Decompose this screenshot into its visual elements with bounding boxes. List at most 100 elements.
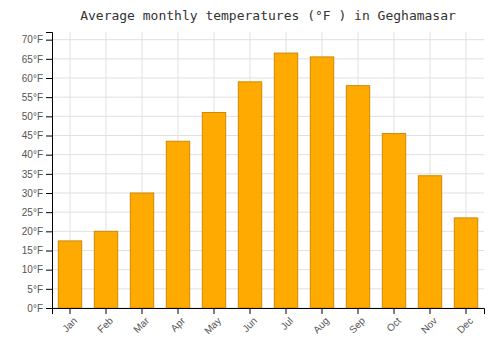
- tick-mark: [46, 174, 52, 175]
- tick: 70°F: [22, 34, 52, 45]
- tick-label: 35°F: [22, 169, 43, 180]
- tick-label: 55°F: [22, 92, 43, 103]
- tick-label: 65°F: [22, 54, 43, 65]
- tick-mark: [358, 308, 359, 314]
- bar: [58, 241, 81, 308]
- tick-label: Oct: [384, 315, 403, 334]
- x-axis: Jan Feb Mar Apr May Jun Jul Aug Sep Oct Nov Dec: [53, 308, 485, 336]
- tick-mark: [46, 40, 52, 41]
- tick-label: 20°F: [22, 226, 43, 237]
- tick-mark: [46, 308, 52, 309]
- grid-line-y: [52, 39, 484, 40]
- tick-mark: [46, 231, 52, 232]
- tick: Aug: [311, 308, 331, 335]
- tick-mark: [214, 308, 215, 314]
- tick-label: Feb: [95, 315, 115, 335]
- tick-label: Jan: [60, 315, 79, 334]
- bar: [454, 218, 477, 308]
- grid-line-y: [52, 116, 484, 117]
- tick: 0°F: [27, 303, 52, 314]
- grid-line-y: [52, 173, 484, 174]
- tick: May: [202, 308, 223, 336]
- grid-line-y: [52, 97, 484, 98]
- tick-label: Jul: [278, 315, 295, 332]
- tick-label: 10°F: [22, 264, 43, 275]
- bar: [382, 134, 405, 308]
- tick-mark: [46, 193, 52, 194]
- bar: [310, 57, 333, 308]
- tick-label: Dec: [455, 315, 475, 335]
- tick: Jun: [240, 308, 259, 334]
- tick-mark: [46, 155, 52, 156]
- tick-mark: [466, 308, 467, 314]
- grid: [52, 32, 484, 308]
- tick: 60°F: [22, 73, 52, 84]
- tick-mark: [106, 308, 107, 314]
- tick-mark: [46, 289, 52, 290]
- tick: 25°F: [22, 207, 52, 218]
- tick: 65°F: [22, 54, 52, 65]
- tick: Feb: [95, 308, 115, 335]
- tick: 5°F: [27, 284, 52, 295]
- tick-label: Mar: [131, 315, 151, 335]
- tick-label: 60°F: [22, 73, 43, 84]
- tick: Nov: [419, 308, 439, 335]
- tick-mark: [286, 308, 287, 314]
- tick-label: Sep: [347, 315, 368, 336]
- tick-label: 5°F: [27, 284, 43, 295]
- tick-label: Jun: [240, 315, 259, 334]
- tick: 35°F: [22, 169, 52, 180]
- tick-mark: [70, 308, 71, 314]
- tick: 55°F: [22, 92, 52, 103]
- grid-line-y: [52, 78, 484, 79]
- tick-mark: [46, 97, 52, 98]
- grid-line-y: [52, 58, 484, 59]
- tick: 30°F: [22, 188, 52, 199]
- tick: Apr: [168, 308, 187, 334]
- tick-mark: [46, 251, 52, 252]
- tick-label: 0°F: [27, 303, 43, 314]
- tick: 20°F: [22, 226, 52, 237]
- bar: [166, 141, 189, 308]
- tick-label: 25°F: [22, 207, 43, 218]
- plot: 0°F 5°F 10°F 15°F 20°F 25°F 30°F 35°F 40°F 45°F 50…: [22, 32, 485, 336]
- bars: [58, 53, 477, 308]
- tick-mark: [178, 308, 179, 314]
- bar: [274, 53, 297, 308]
- tick: 40°F: [22, 149, 52, 160]
- tick: 45°F: [22, 130, 52, 141]
- tick-label: 40°F: [22, 149, 43, 160]
- tick-mark: [322, 308, 323, 314]
- tick: 50°F: [22, 111, 52, 122]
- tick-label: 45°F: [22, 130, 43, 141]
- tick-mark: [46, 270, 52, 271]
- tick-mark: [46, 212, 52, 213]
- tick: Dec: [455, 308, 475, 335]
- bar: [130, 193, 153, 308]
- tick-mark: [250, 308, 251, 314]
- tick-mark: [46, 78, 52, 79]
- tick-mark: [142, 308, 143, 314]
- tick: 15°F: [22, 245, 52, 256]
- grid-line-y: [52, 135, 484, 136]
- tick-mark: [46, 136, 52, 137]
- tick: Jan: [60, 308, 79, 334]
- tick-mark: [46, 116, 52, 117]
- tick-mark: [430, 308, 431, 314]
- tick: Oct: [384, 308, 403, 334]
- bar: [202, 113, 225, 309]
- tick-label: 15°F: [22, 245, 43, 256]
- axis-line: [53, 309, 485, 315]
- bar: [346, 86, 369, 308]
- chart: 0°F 5°F 10°F 15°F 20°F 25°F 30°F 35°F 40°F 45°F 50…: [0, 0, 500, 350]
- tick: Sep: [347, 308, 368, 335]
- tick-label: Aug: [311, 315, 331, 335]
- tick-label: Nov: [419, 315, 439, 335]
- bar: [418, 176, 441, 308]
- tick-label: 30°F: [22, 188, 43, 199]
- tick: Mar: [131, 308, 151, 335]
- tick: Jul: [278, 308, 295, 332]
- bar: [238, 82, 261, 308]
- tick-label: 70°F: [22, 34, 43, 45]
- bar: [94, 231, 117, 308]
